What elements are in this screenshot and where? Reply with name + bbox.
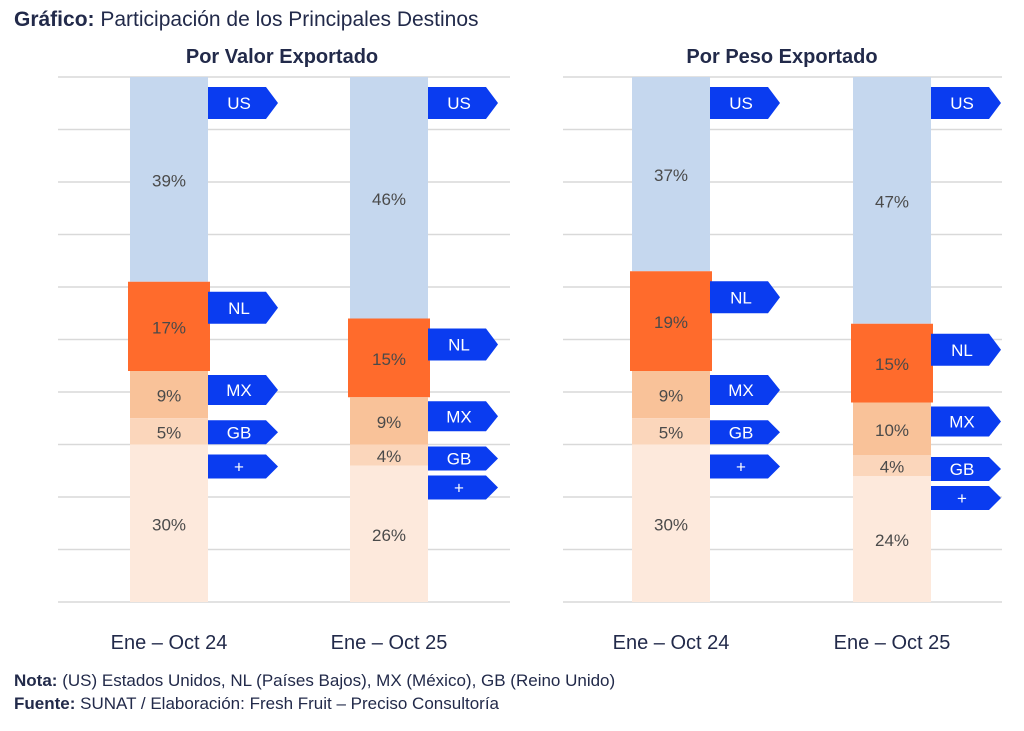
country-tag-label: US — [729, 94, 753, 113]
x-tick-label: Ene – Oct 25 — [331, 632, 448, 654]
country-tag-label: GB — [950, 460, 975, 479]
country-tag-other — [710, 454, 780, 479]
country-tag-nl — [710, 281, 780, 314]
source: Fuente: SUNAT / Elaboración: Fresh Fruit… — [14, 694, 499, 714]
source-prefix: Fuente: — [14, 694, 76, 713]
data-label: 30% — [152, 515, 186, 534]
data-label: 5% — [157, 423, 182, 442]
country-tag-label: + — [736, 458, 746, 477]
bar-segment-other — [130, 444, 208, 602]
bar-segment-mx — [130, 371, 208, 419]
country-tag-label: US — [950, 94, 974, 113]
bar-segment-gb — [130, 418, 208, 445]
country-tag-mx — [208, 375, 278, 405]
country-tag-other — [208, 454, 278, 479]
country-tag-label: GB — [729, 423, 754, 442]
data-label: 17% — [152, 318, 186, 337]
country-tag-us — [428, 87, 498, 119]
bar-segment-other — [632, 444, 710, 602]
data-label: 24% — [875, 531, 909, 550]
bar-segment-other — [853, 476, 931, 602]
data-label: 26% — [372, 526, 406, 545]
data-label: 4% — [880, 458, 905, 477]
country-tag-gb — [931, 457, 1001, 481]
data-label: 10% — [875, 421, 909, 440]
bar-segment-mx — [350, 397, 428, 445]
bar-segment-nl — [851, 323, 933, 403]
country-tag-label: MX — [728, 381, 754, 400]
country-tag-gb — [208, 420, 278, 445]
country-tag-label: NL — [730, 288, 752, 307]
source-text: SUNAT / Elaboración: Fresh Fruit – Preci… — [80, 694, 499, 713]
bar-segment-us — [853, 77, 931, 324]
data-label: 5% — [659, 423, 684, 442]
country-tag-label: MX — [949, 413, 975, 432]
title-text: Participación de los Principales Destino… — [100, 8, 479, 31]
country-tag-label: GB — [447, 450, 472, 469]
country-tag-label: NL — [228, 299, 250, 318]
country-tag-label: GB — [227, 423, 252, 442]
bar-segment-nl — [348, 318, 430, 398]
country-tag-nl — [428, 328, 498, 361]
data-label: 15% — [875, 355, 909, 374]
x-tick-label: Ene – Oct 24 — [111, 632, 228, 654]
country-tag-label: MX — [446, 407, 472, 426]
country-tag-label: US — [227, 94, 251, 113]
chart-title: Gráfico: Participación de los Principale… — [14, 8, 479, 32]
note-text: (US) Estados Unidos, NL (Países Bajos), … — [62, 671, 616, 690]
bar-segment-mx — [853, 402, 931, 455]
country-tag-label: NL — [951, 341, 973, 360]
bar-segment-us — [350, 77, 428, 319]
data-label: 9% — [157, 387, 182, 406]
bar-segment-us — [130, 77, 208, 282]
bar-segment-gb — [350, 444, 428, 466]
data-label: 9% — [377, 413, 402, 432]
data-label: 19% — [654, 313, 688, 332]
country-tag-label: + — [234, 458, 244, 477]
country-tag-label: + — [454, 479, 464, 498]
country-tag-us — [710, 87, 780, 119]
country-tag-us — [208, 87, 278, 119]
country-tag-nl — [208, 291, 278, 324]
x-tick-label: Ene – Oct 24 — [613, 632, 730, 654]
country-tag-gb — [710, 420, 780, 445]
country-tag-mx — [710, 375, 780, 405]
data-label: 15% — [372, 350, 406, 369]
country-tag-other — [428, 475, 498, 500]
country-tag-label: NL — [448, 336, 470, 355]
data-label: 47% — [875, 192, 909, 211]
country-tag-label: MX — [226, 381, 252, 400]
country-tag-mx — [931, 406, 1001, 437]
bar-segment-gb — [632, 418, 710, 445]
data-label: 30% — [654, 515, 688, 534]
bar-segment-other — [350, 465, 428, 602]
country-tag-label: US — [447, 94, 471, 113]
note-prefix: Nota: — [14, 671, 58, 690]
panel-title-valor: Por Valor Exportado — [185, 46, 379, 68]
data-label: 9% — [659, 387, 684, 406]
data-label: 39% — [152, 171, 186, 190]
note: Nota: (US) Estados Unidos, NL (Países Ba… — [14, 671, 615, 691]
country-tag-mx — [428, 401, 498, 432]
title-prefix: Gráfico: — [14, 8, 95, 31]
bar-segment-gb — [853, 455, 931, 476]
country-tag-us — [931, 87, 1001, 119]
bar-segment-nl — [128, 281, 210, 371]
country-tag-gb — [428, 446, 498, 471]
country-tag-other — [931, 486, 1001, 510]
data-label: 46% — [372, 190, 406, 209]
bar-segment-us — [632, 77, 710, 272]
data-label: 4% — [377, 447, 402, 466]
panel-title-peso: Por Peso Exportado — [686, 46, 878, 68]
country-tag-label: + — [957, 489, 967, 508]
bar-segment-mx — [632, 371, 710, 419]
bar-segment-nl — [630, 271, 712, 371]
x-tick-label: Ene – Oct 25 — [834, 632, 951, 654]
data-label: 37% — [654, 166, 688, 185]
country-tag-nl — [931, 333, 1001, 366]
